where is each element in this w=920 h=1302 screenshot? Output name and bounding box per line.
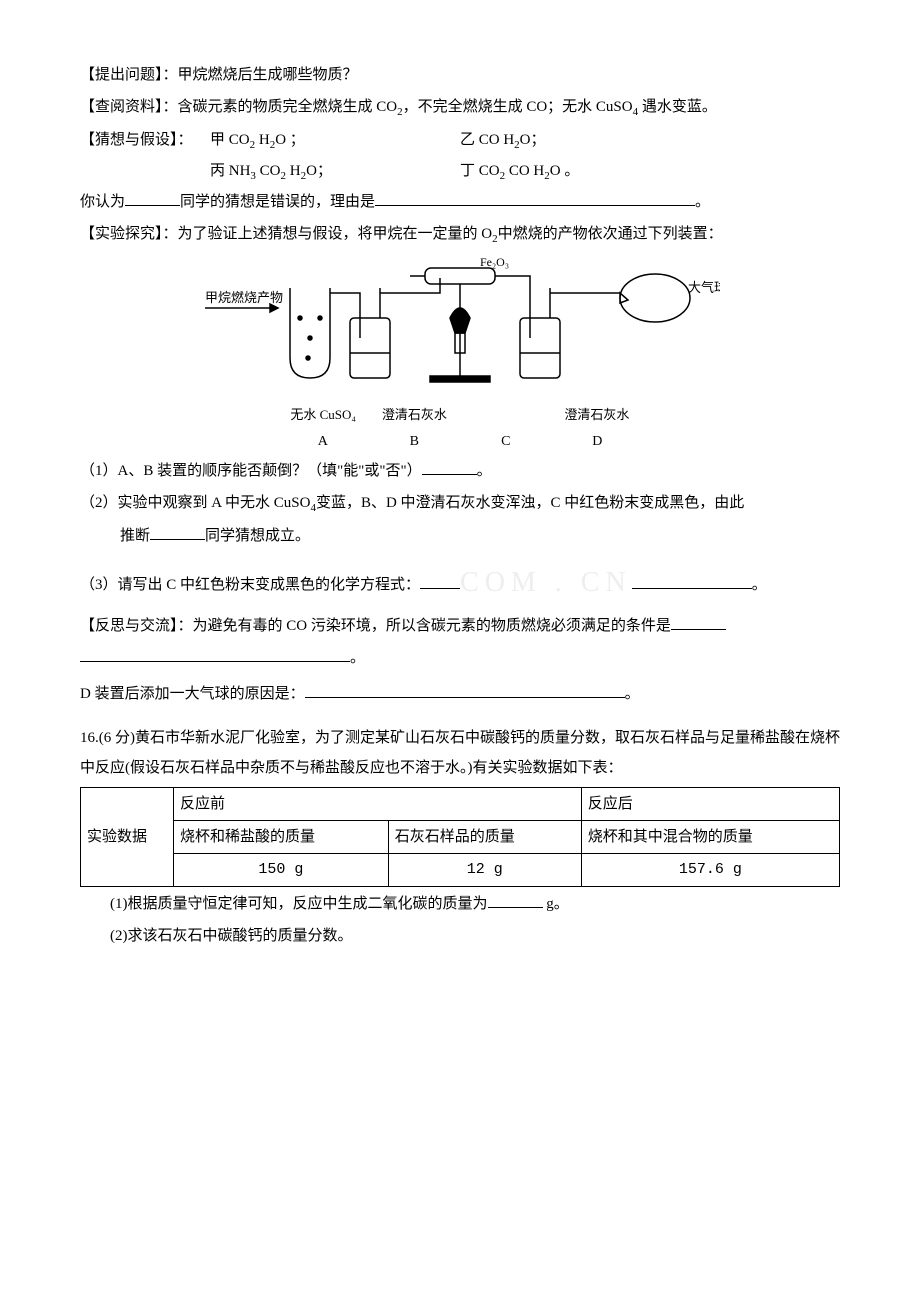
hypo-a: 甲 CO2 H2O ； bbox=[210, 125, 460, 156]
d-reason: D 装置后添加一大气球的原因是： 。 bbox=[80, 679, 840, 709]
col1-label: 烧杯和稀盐酸的质量 bbox=[174, 821, 389, 854]
letter-a: A bbox=[279, 428, 367, 456]
letter-b: B bbox=[370, 428, 458, 456]
info-text-2: ，不完全燃烧生成 CO；无水 CuSO bbox=[403, 99, 633, 115]
diagram-mid-labels: 无水 CuSO₄ 澄清石灰水 澄清石灰水 bbox=[80, 402, 840, 428]
reflect-line1: 【反思与交流】：为避免有毒的 CO 污染环境，所以含碳元素的物质燃烧必须满足的条… bbox=[80, 611, 840, 641]
q16-sub2: (2)求该石灰石中碳酸钙的质量分数。 bbox=[110, 921, 840, 951]
val3: 157.6 g bbox=[581, 854, 839, 887]
hypo-label: 【猜想与假设】： bbox=[80, 125, 210, 156]
table-row-labels: 烧杯和稀盐酸的质量 石灰石样品的质量 烧杯和其中混合物的质量 bbox=[81, 821, 840, 854]
hypo-a-mid: H bbox=[255, 132, 270, 148]
hypo-c-label: 丙 NH bbox=[210, 163, 250, 179]
hypo-c-end: O； bbox=[306, 163, 332, 179]
diagram-left-label: 甲烷燃烧产物 bbox=[205, 290, 283, 305]
blank-wrong-student[interactable] bbox=[125, 190, 180, 206]
hypo-d: 丁 CO2 CO H2O 。 bbox=[460, 156, 840, 187]
blank-q16-1[interactable] bbox=[488, 892, 543, 908]
blank-wrong-reason[interactable] bbox=[375, 190, 695, 206]
q1-2-line2: 推断 同学猜想成立。 bbox=[120, 521, 840, 551]
d-reason-end: 。 bbox=[625, 686, 640, 702]
diagram-letter-row: A B C D bbox=[80, 428, 840, 456]
hypo-row-1: 【猜想与假设】： 甲 CO2 H2O ； 乙 CO H2O； bbox=[80, 125, 840, 156]
data-table: 实验数据 反应前 反应后 烧杯和稀盐酸的质量 石灰石样品的质量 烧杯和其中混合物… bbox=[80, 787, 840, 887]
apparatus-diagram: 甲烷燃烧产物 Fe₂O₃ 大气球 bbox=[200, 258, 720, 398]
hypo-spacer bbox=[80, 156, 210, 187]
exp-h-2: 中燃烧的产物依次通过下列装置： bbox=[498, 226, 723, 242]
hypo-d-label: 丁 CO bbox=[460, 163, 500, 179]
exp-h-1: 【实验探究】：为了验证上述猜想与假设，将甲烷在一定量的 O bbox=[80, 226, 492, 242]
blank-q1-3a[interactable] bbox=[420, 573, 460, 589]
q1-3-pre: （3）请写出 C 中红色粉末变成黑色的化学方程式： bbox=[80, 577, 420, 593]
wrong-pre: 你认为 bbox=[80, 194, 125, 210]
q1-2-l2-end: 同学猜想成立。 bbox=[205, 528, 310, 544]
hypo-d-mid1: CO H bbox=[505, 163, 544, 179]
wrong-mid: 同学的猜想是错误的，理由是 bbox=[180, 194, 375, 210]
info-text-1: 【查阅资料】：含碳元素的物质完全燃烧生成 CO bbox=[80, 99, 397, 115]
q1-3: （3）请写出 C 中红色粉末变成黑色的化学方程式： COM . CN 。 bbox=[80, 553, 840, 609]
reflect-end: 。 bbox=[350, 650, 365, 666]
q1-2-mid: 变蓝，B、D 中澄清石灰水变浑浊，C 中红色粉末变成黑色，由此 bbox=[316, 495, 744, 511]
val2: 12 g bbox=[388, 854, 581, 887]
q1-3-end: 。 bbox=[752, 577, 767, 593]
q1-1-end: 。 bbox=[477, 463, 492, 479]
hypo-row-2: 丙 NH3 CO2 H2O； 丁 CO2 CO H2O 。 bbox=[80, 156, 840, 187]
wrong-end: 。 bbox=[695, 194, 710, 210]
hypo-c-mid1: CO bbox=[256, 163, 281, 179]
letter-d: D bbox=[553, 428, 641, 456]
reflect-line2: 。 bbox=[80, 643, 840, 673]
row-label-cell: 实验数据 bbox=[81, 788, 174, 887]
q1-1: （1）A、B 装置的顺序能否颠倒？（填"能"或"否"） 。 bbox=[80, 456, 840, 486]
diagram-right-label: 大气球 bbox=[688, 280, 720, 295]
table-row-header: 实验数据 反应前 反应后 bbox=[81, 788, 840, 821]
val1: 150 g bbox=[174, 854, 389, 887]
hypo-a-end: O ； bbox=[275, 132, 305, 148]
hypo-c: 丙 NH3 CO2 H2O； bbox=[210, 156, 460, 187]
hypo-b: 乙 CO H2O； bbox=[460, 125, 840, 156]
hypo-c-mid2: H bbox=[286, 163, 301, 179]
table-row-values: 150 g 12 g 157.6 g bbox=[81, 854, 840, 887]
d-reason-pre: D 装置后添加一大气球的原因是： bbox=[80, 686, 305, 702]
header-before: 反应前 bbox=[174, 788, 582, 821]
q16-sub1: (1)根据质量守恒定律可知，反应中生成二氧化碳的质量为 g。 bbox=[110, 889, 840, 919]
heading-info: 【查阅资料】：含碳元素的物质完全燃烧生成 CO2，不完全燃烧生成 CO；无水 C… bbox=[80, 92, 840, 123]
blank-q1-1[interactable] bbox=[422, 459, 477, 475]
q16-sub1-end: g。 bbox=[543, 896, 569, 912]
blank-reflect-1[interactable] bbox=[671, 614, 726, 630]
watermark: COM . CN bbox=[460, 567, 632, 598]
blank-q1-3b[interactable] bbox=[632, 573, 752, 589]
q1-2-line1: （2）实验中观察到 A 中无水 CuSO4变蓝，B、D 中澄清石灰水变浑浊，C … bbox=[80, 488, 840, 519]
heading-question: 【提出问题】：甲烷燃烧后生成哪些物质？ bbox=[80, 60, 840, 90]
label-b-text: 澄清石灰水 bbox=[370, 402, 458, 428]
experiment-heading: 【实验探究】：为了验证上述猜想与假设，将甲烷在一定量的 O2中燃烧的产物依次通过… bbox=[80, 219, 840, 250]
q1-1-pre: （1）A、B 装置的顺序能否颠倒？（填"能"或"否"） bbox=[80, 463, 422, 479]
hypo-d-end: O 。 bbox=[550, 163, 580, 179]
label-a-text: 无水 CuSO₄ bbox=[279, 402, 367, 428]
info-text-3: 遇水变蓝。 bbox=[638, 99, 717, 115]
hypo-a-label: 甲 CO bbox=[210, 132, 250, 148]
blank-reflect-2[interactable] bbox=[80, 646, 350, 662]
q1-2-pre: （2）实验中观察到 A 中无水 CuSO bbox=[80, 495, 310, 511]
q16-sub1-pre: (1)根据质量守恒定律可知，反应中生成二氧化碳的质量为 bbox=[110, 896, 488, 912]
letter-c: C bbox=[462, 428, 550, 456]
blank-d-reason[interactable] bbox=[305, 682, 625, 698]
header-after: 反应后 bbox=[581, 788, 839, 821]
diagram-top-label: Fe₂O₃ bbox=[480, 258, 509, 269]
hypo-b-end: O； bbox=[520, 132, 546, 148]
q16-intro: 16.(6 分)黄石市华新水泥厂化验室，为了测定某矿山石灰石中碳酸钙的质量分数，… bbox=[80, 723, 840, 783]
col2-label: 石灰石样品的质量 bbox=[388, 821, 581, 854]
hypo-b-label: 乙 CO H bbox=[460, 132, 514, 148]
col3-label: 烧杯和其中混合物的质量 bbox=[581, 821, 839, 854]
wrong-guess-line: 你认为 同学的猜想是错误的，理由是 。 bbox=[80, 187, 840, 217]
label-d-text: 澄清石灰水 bbox=[553, 402, 641, 428]
blank-q1-2[interactable] bbox=[150, 524, 205, 540]
reflect-pre: 【反思与交流】：为避免有毒的 CO 污染环境，所以含碳元素的物质燃烧必须满足的条… bbox=[80, 618, 671, 634]
q1-2-l2-pre: 推断 bbox=[120, 528, 150, 544]
